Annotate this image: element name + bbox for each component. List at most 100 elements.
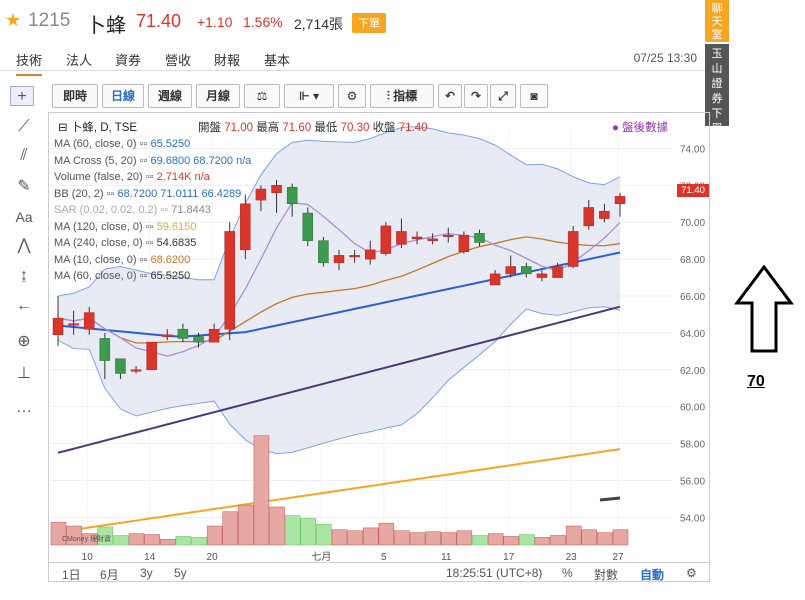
legend-value: 59.6150 (156, 220, 197, 233)
tab-bar: 技術 法人 資券 營收 財報 基本 07/25 13:30 (0, 46, 705, 76)
high-value: 71.60 (282, 122, 312, 134)
log-toggle[interactable]: 對數 (594, 568, 619, 582)
crosshair-icon[interactable]: + (10, 86, 34, 106)
redo-icon[interactable]: ↷ (464, 84, 488, 108)
ruler-icon[interactable]: ⊥ (17, 365, 31, 382)
percent-toggle[interactable]: % (562, 566, 573, 580)
annotation-label: 70 (747, 373, 765, 390)
interval-intraday-button[interactable]: 即時 (52, 84, 98, 108)
drawing-toolbar: + ⟋ ⫽ ✎ Aa ⋀ ↨ ← ⊕ ⊥ … (0, 82, 46, 582)
ohlc-readout: 開盤 71.00 最高 71.60 最低 70.30 收盤 71.40 (198, 119, 428, 135)
tab-basic[interactable]: 基本 (264, 53, 291, 68)
legend-label: MA (60, close, 0) (54, 270, 137, 282)
quote-timestamp: 07/25 13:30 (633, 51, 697, 65)
zoom-icon[interactable]: ⊕ (17, 333, 31, 350)
legend-label: BB (20, 2) (54, 187, 104, 200)
legend-label: MA Cross (5, 20) (54, 154, 137, 167)
legend-row[interactable]: MA (120, close, 0) ▫▫ 59.6150 (54, 220, 197, 233)
interval-monthly-button[interactable]: 月線 (196, 84, 240, 108)
last-price-tag: 71.40 (677, 184, 709, 197)
indicators-button[interactable]: ⫶ 指標 (370, 84, 434, 108)
chat-room-label: 聊天室 (711, 3, 723, 41)
legend-value: 2.714K n/a (156, 171, 210, 183)
indicators-label: 指標 (393, 89, 418, 103)
range-bar: 1日 6月 3y 5y 18:25:51 (UTC+8) % 對數 自動 ⚙ (48, 562, 710, 582)
legend-row[interactable]: MA Cross (5, 20) ▫▫ 69.6800 68.7200 n/a (54, 154, 252, 167)
auto-scale-toggle[interactable]: 自動 (640, 568, 665, 582)
stock-code: 1215 (28, 10, 71, 31)
favorite-star-icon[interactable]: ★ (5, 10, 22, 30)
legend-label: MA (60, close, 0) (54, 138, 137, 150)
legend-value: 65.5250 (150, 270, 191, 282)
pattern-icon[interactable]: ⋀ (17, 237, 31, 254)
price-change: +1.10 (197, 14, 233, 30)
close-label: 收盤 (372, 122, 396, 134)
high-label: 最高 (256, 122, 280, 134)
legend-label: MA (120, close, 0) (54, 220, 143, 233)
fib-icon[interactable]: ⫽ (20, 147, 28, 164)
close-value: 71.40 (398, 122, 428, 134)
legend-value: 54.6835 (156, 237, 197, 249)
legend-row[interactable]: Volume (false, 20) ▫▫ 2.714K n/a (54, 171, 210, 183)
stock-header: ★ 1215 卜蜂 71.40 +1.10 1.56% 2,714張 下單 (0, 0, 720, 42)
interval-weekly-button[interactable]: 週線 (148, 84, 192, 108)
fullscreen-icon[interactable]: ⤢ (490, 84, 516, 108)
legend-row[interactable]: SAR (0.02, 0.02, 0.2) ▫▫ 71.8443 (54, 204, 212, 216)
chart-area[interactable] (48, 112, 710, 582)
price-change-pct: 1.56% (243, 14, 283, 30)
legend-label: Volume (false, 20) (54, 171, 143, 183)
legend-value: 69.6800 68.7200 n/a (150, 154, 252, 167)
tab-technical[interactable]: 技術 (16, 50, 43, 76)
range-5y-button[interactable]: 5y (174, 566, 187, 580)
stock-price: 71.40 (136, 11, 182, 31)
screenshot-camera-icon[interactable]: ◙ (520, 84, 548, 108)
interval-daily-button[interactable]: 日線 (102, 84, 144, 108)
compare-icon[interactable]: ⚖ (244, 84, 280, 108)
chat-room-button[interactable]: 聊天室 (705, 0, 729, 42)
range-3y-button[interactable]: 3y (140, 566, 153, 580)
measure-icon[interactable]: ↨ (20, 267, 28, 284)
indicators-chart-icon: ⫶ (386, 89, 390, 103)
low-label: 最低 (314, 122, 338, 134)
legend-label: MA (240, close, 0) (54, 237, 143, 249)
legend-row[interactable]: MA (60, close, 0) ▫▫ 65.5250 (54, 270, 191, 282)
legend-label: SAR (0.02, 0.02, 0.2) (54, 204, 158, 216)
settings-gear-icon[interactable]: ⚙ (338, 84, 366, 108)
after-hours-link[interactable]: ● 盤後數據 (612, 122, 669, 134)
broker-order-button[interactable]: 玉山證券下單 (705, 44, 729, 135)
stock-name: 卜蜂 (86, 15, 126, 37)
legend-value: 68.7200 71.0111 66.4289 (117, 187, 242, 200)
legend-row[interactable]: MA (10, close, 0) ▫▫ 68.6200 (54, 253, 191, 266)
chart-type-icon[interactable]: ⊩ ▾ (284, 84, 334, 108)
legend-label: MA (10, close, 0) (54, 253, 137, 266)
legend-row[interactable]: BB (20, 2) ▫▫ 68.7200 71.0111 66.4289 (54, 187, 242, 200)
legend-value: 71.8443 (171, 204, 212, 216)
range-6m-button[interactable]: 6月 (100, 568, 119, 582)
chart-toolbar: 即時 日線 週線 月線 ⚖ ⊩ ▾ ⚙ ⫶ 指標 ↶ ↷ ⤢ ◙ (48, 82, 710, 110)
chart-settings-gear-icon[interactable]: ⚙ (686, 566, 697, 580)
utc-clock: 18:25:51 (UTC+8) (446, 566, 543, 580)
text-tool-icon[interactable]: Aa (15, 209, 33, 225)
brush-icon[interactable]: ✎ (17, 178, 31, 195)
chart-title-text: 卜蜂, D, TSE (70, 122, 138, 134)
open-label: 開盤 (198, 122, 221, 134)
chart-symbol-title: ⊟ 卜蜂, D, TSE (58, 122, 138, 134)
order-badge[interactable]: 下單 (352, 13, 386, 33)
legend-row[interactable]: MA (60, close, 0) ▫▫ 65.5250 (54, 138, 191, 150)
tab-margin[interactable]: 資券 (115, 53, 142, 68)
trade-volume: 2,714張 (294, 16, 344, 32)
more-icon[interactable]: … (16, 399, 32, 416)
legend-value: 65.5250 (150, 138, 191, 150)
legend-row[interactable]: MA (240, close, 0) ▫▫ 54.6835 (54, 237, 197, 249)
range-1d-button[interactable]: 1日 (62, 568, 81, 582)
tab-revenue[interactable]: 營收 (165, 53, 192, 68)
tab-financials[interactable]: 財報 (214, 53, 241, 68)
broker-order-label: 玉山證券下單 (711, 48, 723, 135)
up-arrow-annotation (734, 265, 794, 353)
arrow-back-icon[interactable]: ← (16, 297, 32, 314)
undo-icon[interactable]: ↶ (438, 84, 462, 108)
indicator-legend: MA (60, close, 0) ▫▫ 65.5250 MA Cross (5… (54, 136, 251, 285)
tab-institutional[interactable]: 法人 (66, 53, 93, 68)
legend-value: 68.6200 (150, 253, 191, 266)
trendline-icon[interactable]: ⟋ (18, 118, 30, 135)
